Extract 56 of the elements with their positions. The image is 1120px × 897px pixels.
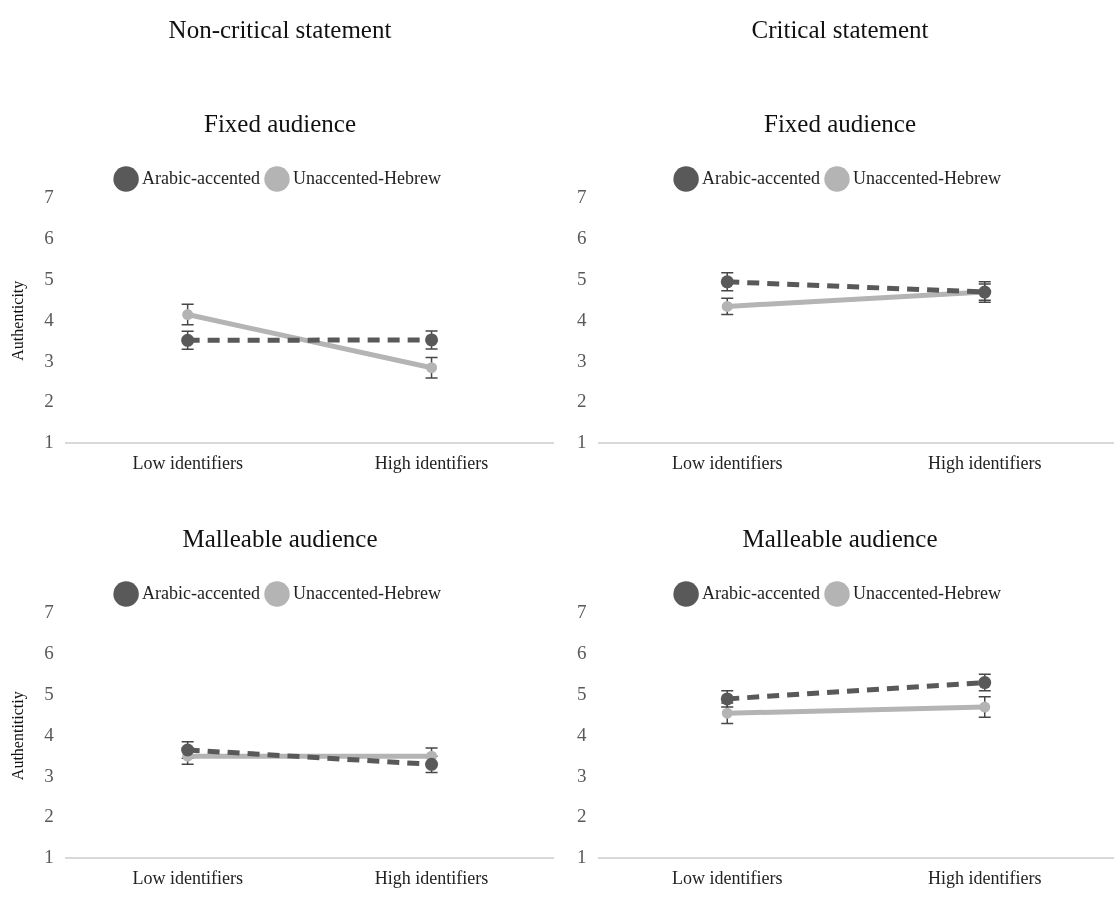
y-axis-title: Authentitictiy (8, 691, 27, 781)
chart-subtitle: Malleable audience (181, 525, 379, 553)
x-tick-label: High identifiers (928, 867, 1042, 888)
y-tick-label: 5 (44, 267, 54, 289)
y-tick-label: 5 (577, 682, 587, 704)
y-tick-label: 6 (577, 226, 587, 248)
y-tick-label: 1 (44, 431, 54, 453)
chart-subtitle: Fixed audience (203, 110, 357, 138)
y-tick-label: 2 (44, 390, 54, 412)
y-tick-label: 6 (44, 226, 54, 248)
point (426, 362, 438, 374)
legend-label: Unaccented-Hebrew (293, 167, 441, 188)
y-axis-title: Authenticity (8, 280, 27, 361)
y-tick-label: 6 (577, 641, 587, 663)
y-tick-label: 3 (577, 349, 587, 371)
x-tick-label: High identifiers (374, 867, 489, 888)
legend-label: Arabic-accented (142, 167, 261, 188)
legend-label: Unaccented-Hebrew (293, 582, 441, 603)
y-tick-label: 4 (577, 723, 587, 745)
chart-subtitle: Malleable audience (741, 525, 939, 553)
y-tick-label: 1 (577, 431, 587, 453)
point (721, 707, 733, 719)
y-tick-label: 2 (577, 390, 587, 412)
legend-label: Unaccented-Hebrew (853, 167, 1001, 188)
chart-title: Critical statement (750, 16, 930, 44)
y-tick-label: 5 (577, 267, 587, 289)
chart-title: Non-critical statement (167, 16, 393, 44)
x-tick-label: Low identifiers (132, 452, 243, 473)
y-tick-label: 3 (44, 349, 54, 371)
y-tick-label: 2 (44, 805, 54, 827)
chart-subtitle: Fixed audience (763, 110, 917, 138)
y-tick-label: 5 (44, 682, 54, 704)
x-tick-label: Low identifiers (672, 867, 783, 888)
y-tick-label: 7 (44, 600, 54, 622)
y-tick-label: 1 (577, 846, 587, 868)
legend-label: Arabic-accented (142, 582, 261, 603)
x-tick-label: Low identifiers (132, 867, 243, 888)
y-tick-label: 4 (577, 308, 587, 330)
y-tick-label: 7 (577, 600, 587, 622)
y-tick-label: 3 (44, 764, 54, 786)
y-tick-label: 4 (44, 723, 55, 745)
y-tick-label: 6 (44, 641, 54, 663)
y-tick-label: 4 (44, 308, 55, 330)
legend-label: Arabic-accented (702, 582, 821, 603)
x-tick-label: High identifiers (374, 452, 489, 473)
y-tick-label: 2 (577, 805, 587, 827)
point (182, 309, 194, 321)
y-tick-label: 3 (577, 764, 587, 786)
point (979, 701, 991, 713)
legend-label: Arabic-accented (702, 167, 821, 188)
y-tick-label: 1 (44, 846, 54, 868)
x-tick-label: Low identifiers (672, 452, 783, 473)
legend-label: Unaccented-Hebrew (853, 582, 1001, 603)
x-tick-label: High identifiers (928, 452, 1042, 473)
y-tick-label: 7 (577, 185, 587, 207)
y-tick-label: 7 (44, 185, 54, 207)
